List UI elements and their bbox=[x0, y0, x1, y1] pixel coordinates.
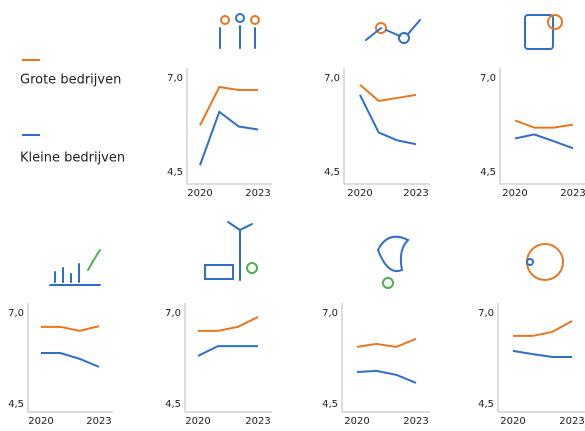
x-tick-label: 2023 bbox=[403, 188, 428, 199]
y-tick-label: 7,0 bbox=[8, 308, 24, 319]
x-tick-label: 2020 bbox=[344, 416, 369, 427]
series-line bbox=[199, 85, 258, 126]
series-line bbox=[197, 345, 258, 357]
icons bbox=[49, 13, 564, 289]
series-line bbox=[41, 352, 100, 368]
y-tick-label: 4,5 bbox=[165, 399, 181, 410]
series-line bbox=[356, 337, 417, 348]
series-line bbox=[514, 119, 574, 129]
y-tick-label: 4,5 bbox=[8, 399, 24, 410]
series-line bbox=[356, 369, 417, 384]
series-line bbox=[512, 349, 572, 359]
y-tick-label: 4,5 bbox=[167, 167, 183, 178]
y-tick-label: 7,0 bbox=[167, 73, 183, 84]
x-tick-label: 2023 bbox=[245, 416, 270, 427]
series-line bbox=[359, 94, 417, 146]
y-tick-label: 4,5 bbox=[324, 167, 340, 178]
legend-label: Grote bedrijven bbox=[20, 73, 121, 88]
legend-label: Kleine bedrijven bbox=[20, 151, 125, 166]
x-tick-label: 2023 bbox=[560, 188, 585, 199]
x-tick-label: 2020 bbox=[500, 416, 525, 427]
series-line bbox=[198, 316, 259, 332]
y-tick-label: 4,5 bbox=[322, 399, 338, 410]
series-line bbox=[199, 110, 259, 166]
y-tick-label: 7,0 bbox=[478, 308, 494, 319]
y-tick-label: 4,5 bbox=[478, 399, 494, 410]
x-tick-label: 2020 bbox=[185, 416, 210, 427]
y-tick-label: 4,5 bbox=[480, 167, 496, 178]
x-tick-label: 2023 bbox=[86, 416, 111, 427]
series-line bbox=[359, 84, 417, 102]
x-tick-label: 2020 bbox=[187, 188, 212, 199]
y-tick-label: 7,0 bbox=[480, 73, 496, 84]
y-tick-label: 7,0 bbox=[165, 308, 181, 319]
series-line bbox=[514, 133, 574, 150]
series-line bbox=[513, 320, 573, 337]
y-tick-label: 7,0 bbox=[322, 308, 338, 319]
x-tick-label: 2023 bbox=[245, 188, 270, 199]
x-tick-label: 2020 bbox=[28, 416, 53, 427]
x-tick-label: 2020 bbox=[502, 188, 527, 199]
series-line bbox=[41, 325, 100, 332]
y-tick-label: 7,0 bbox=[324, 73, 340, 84]
x-tick-label: 2023 bbox=[559, 416, 584, 427]
x-tick-label: 2023 bbox=[403, 416, 428, 427]
x-tick-label: 2020 bbox=[347, 188, 372, 199]
